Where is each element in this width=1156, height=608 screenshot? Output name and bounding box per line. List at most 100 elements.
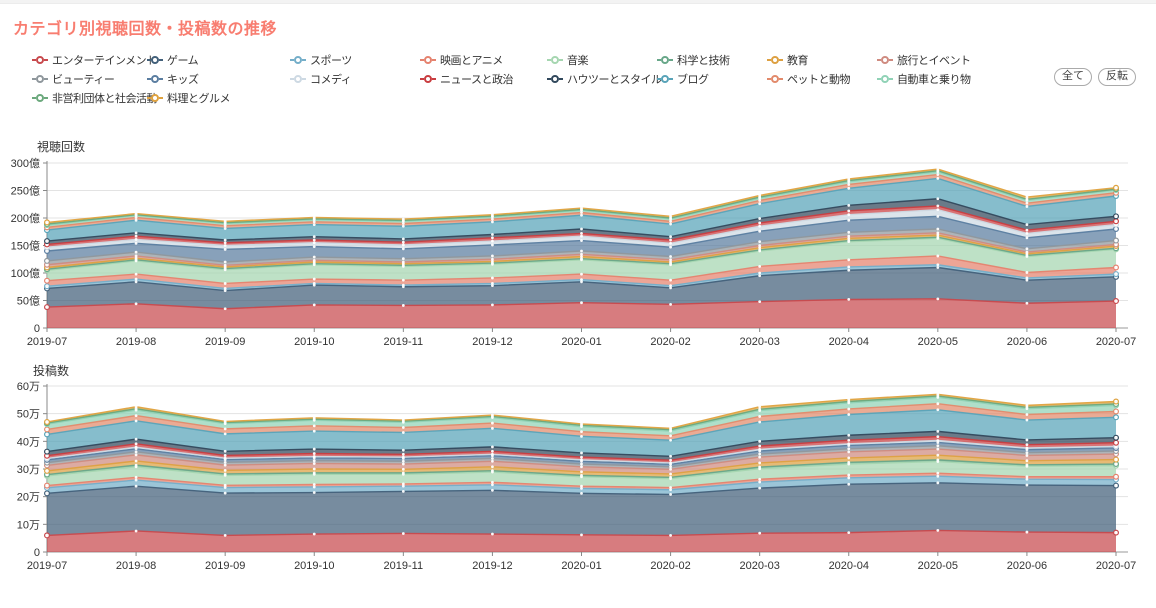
select-all-button[interactable]: 全て	[1054, 68, 1092, 86]
x-axis: 2019-07 2019-08 2019-09 2019-10 2019-11 2019-…	[27, 552, 1136, 572]
invert-selection-button[interactable]: 反転	[1098, 68, 1136, 86]
x-tick-label: 2020-07	[1096, 560, 1136, 572]
point-markers	[43, 167, 1119, 311]
x-tick-label: 2019-07	[27, 560, 67, 572]
legend-item-label: 料理とグルメ	[167, 93, 231, 105]
series-marker-icon	[767, 75, 783, 83]
legend-item[interactable]: 自動車と乗り物	[877, 70, 1047, 88]
legend-item-label: 旅行とイベント	[897, 55, 971, 67]
legend-item[interactable]: 非営利団体と社会活動	[32, 89, 158, 107]
x-tick-label: 2020-05	[918, 560, 958, 572]
legend-item[interactable]: 料理とグルメ	[147, 89, 290, 107]
series-marker-icon	[147, 56, 163, 64]
legend-item-label: ニュースと政治	[440, 74, 513, 86]
area-series	[47, 530, 1116, 552]
legend-item[interactable]: コメディ	[290, 70, 420, 88]
legend-item-label: ペットと動物	[787, 74, 851, 86]
x-tick-label: 2020-07	[1096, 336, 1136, 348]
legend-item[interactable]: 科学と技術	[657, 51, 767, 69]
legend-item[interactable]: ゲーム	[147, 51, 290, 69]
x-tick-label: 2019-10	[294, 560, 334, 572]
legend-item[interactable]: ビューティー	[32, 70, 147, 88]
area-series	[47, 397, 1116, 436]
legend-item[interactable]: ニュースと政治	[420, 70, 547, 88]
legend-item-label: 非営利団体と社会活動	[52, 93, 158, 105]
y-tick-label: 100億	[11, 267, 40, 280]
y-tick-label: 0	[34, 323, 40, 335]
series-marker-icon	[657, 75, 673, 83]
area-series	[47, 476, 1116, 495]
series-marker-icon	[657, 56, 673, 64]
x-tick-label: 2020-01	[561, 336, 601, 348]
x-tick-label: 2019-08	[116, 560, 156, 572]
legend-item-label: ブログ	[677, 74, 709, 86]
y-tick-label: 20万	[17, 492, 40, 504]
legend-item[interactable]: ブログ	[657, 70, 767, 88]
x-tick-label: 2019-07	[27, 336, 67, 348]
area-series	[47, 409, 1116, 457]
series-marker-icon	[547, 75, 563, 83]
series-marker-icon	[147, 75, 163, 83]
x-tick-label: 2019-10	[294, 336, 334, 348]
legend-item-label: 自動車と乗り物	[897, 74, 971, 86]
legend-item[interactable]: 旅行とイベント	[877, 51, 1047, 69]
series-marker-icon	[32, 75, 48, 83]
legend: エンターテインメント ゲーム スポーツ 映画とアニメ 音楽	[32, 51, 1047, 107]
area-series	[47, 482, 1116, 536]
point-markers	[43, 392, 1119, 539]
posts-chart-title: 投稿数	[33, 364, 70, 378]
series-marker-icon	[147, 94, 163, 102]
legend-item-label: コメディ	[310, 74, 352, 86]
x-tick-label: 2019-11	[384, 560, 424, 572]
legend-item[interactable]: ハウツーとスタイル	[547, 70, 662, 88]
y-tick-label: 250億	[11, 185, 40, 198]
x-tick-label: 2020-04	[829, 336, 869, 348]
x-tick-label: 2020-06	[1007, 560, 1047, 572]
legend-item-label: 教育	[787, 55, 809, 67]
posts-stacked-area-chart: 0 10万 20万 30万 40万 50万 60万 2019-07 2019-08 2019-09…	[17, 381, 1136, 572]
x-tick-label: 2020-03	[739, 336, 779, 348]
legend-buttons: 全て 反転	[1054, 68, 1136, 86]
x-tick-label: 2020-04	[829, 560, 869, 572]
legend-item[interactable]: 音楽	[547, 51, 657, 69]
x-tick-label: 2019-12	[472, 560, 512, 572]
series-marker-icon	[32, 94, 48, 102]
legend-item-label: ゲーム	[167, 55, 199, 67]
legend-item-label: エンターテインメント	[52, 55, 157, 67]
x-tick-label: 2019-09	[205, 560, 245, 572]
y-tick-label: 300億	[11, 157, 40, 170]
legend-item-label: スポーツ	[310, 55, 352, 67]
series-marker-icon	[290, 75, 306, 83]
x-tick-label: 2020-05	[918, 336, 958, 348]
legend-item-label: ハウツーとスタイル	[567, 74, 662, 86]
area-series	[47, 216, 1116, 262]
x-tick-label: 2020-02	[650, 560, 690, 572]
x-tick-label: 2019-12	[472, 336, 512, 348]
series-marker-icon	[290, 56, 306, 64]
legend-item-label: 映画とアニメ	[440, 55, 503, 67]
series-marker-icon	[420, 56, 436, 64]
series-marker-icon	[877, 75, 893, 83]
legend-item[interactable]: 教育	[767, 51, 877, 69]
x-tick-label: 2019-09	[205, 336, 245, 348]
legend-item[interactable]: スポーツ	[290, 51, 420, 69]
legend-item[interactable]: キッズ	[147, 70, 290, 88]
x-tick-label: 2020-02	[650, 336, 690, 348]
series-marker-icon	[767, 56, 783, 64]
x-tick-label: 2019-11	[384, 336, 424, 348]
legend-item[interactable]: 映画とアニメ	[420, 51, 547, 69]
x-tick-label: 2019-08	[116, 336, 156, 348]
x-tick-label: 2020-03	[739, 560, 779, 572]
legend-item-label: ビューティー	[52, 74, 115, 86]
y-tick-label: 50万	[17, 409, 40, 421]
series-marker-icon	[32, 56, 48, 64]
y-tick-label: 60万	[17, 381, 40, 393]
y-tick-label: 150億	[11, 240, 40, 253]
legend-item[interactable]: エンターテインメント	[32, 51, 157, 69]
legend-item[interactable]: ペットと動物	[767, 70, 877, 88]
y-tick-label: 40万	[17, 436, 40, 448]
area-series	[47, 403, 1116, 441]
series-marker-icon	[547, 56, 563, 64]
